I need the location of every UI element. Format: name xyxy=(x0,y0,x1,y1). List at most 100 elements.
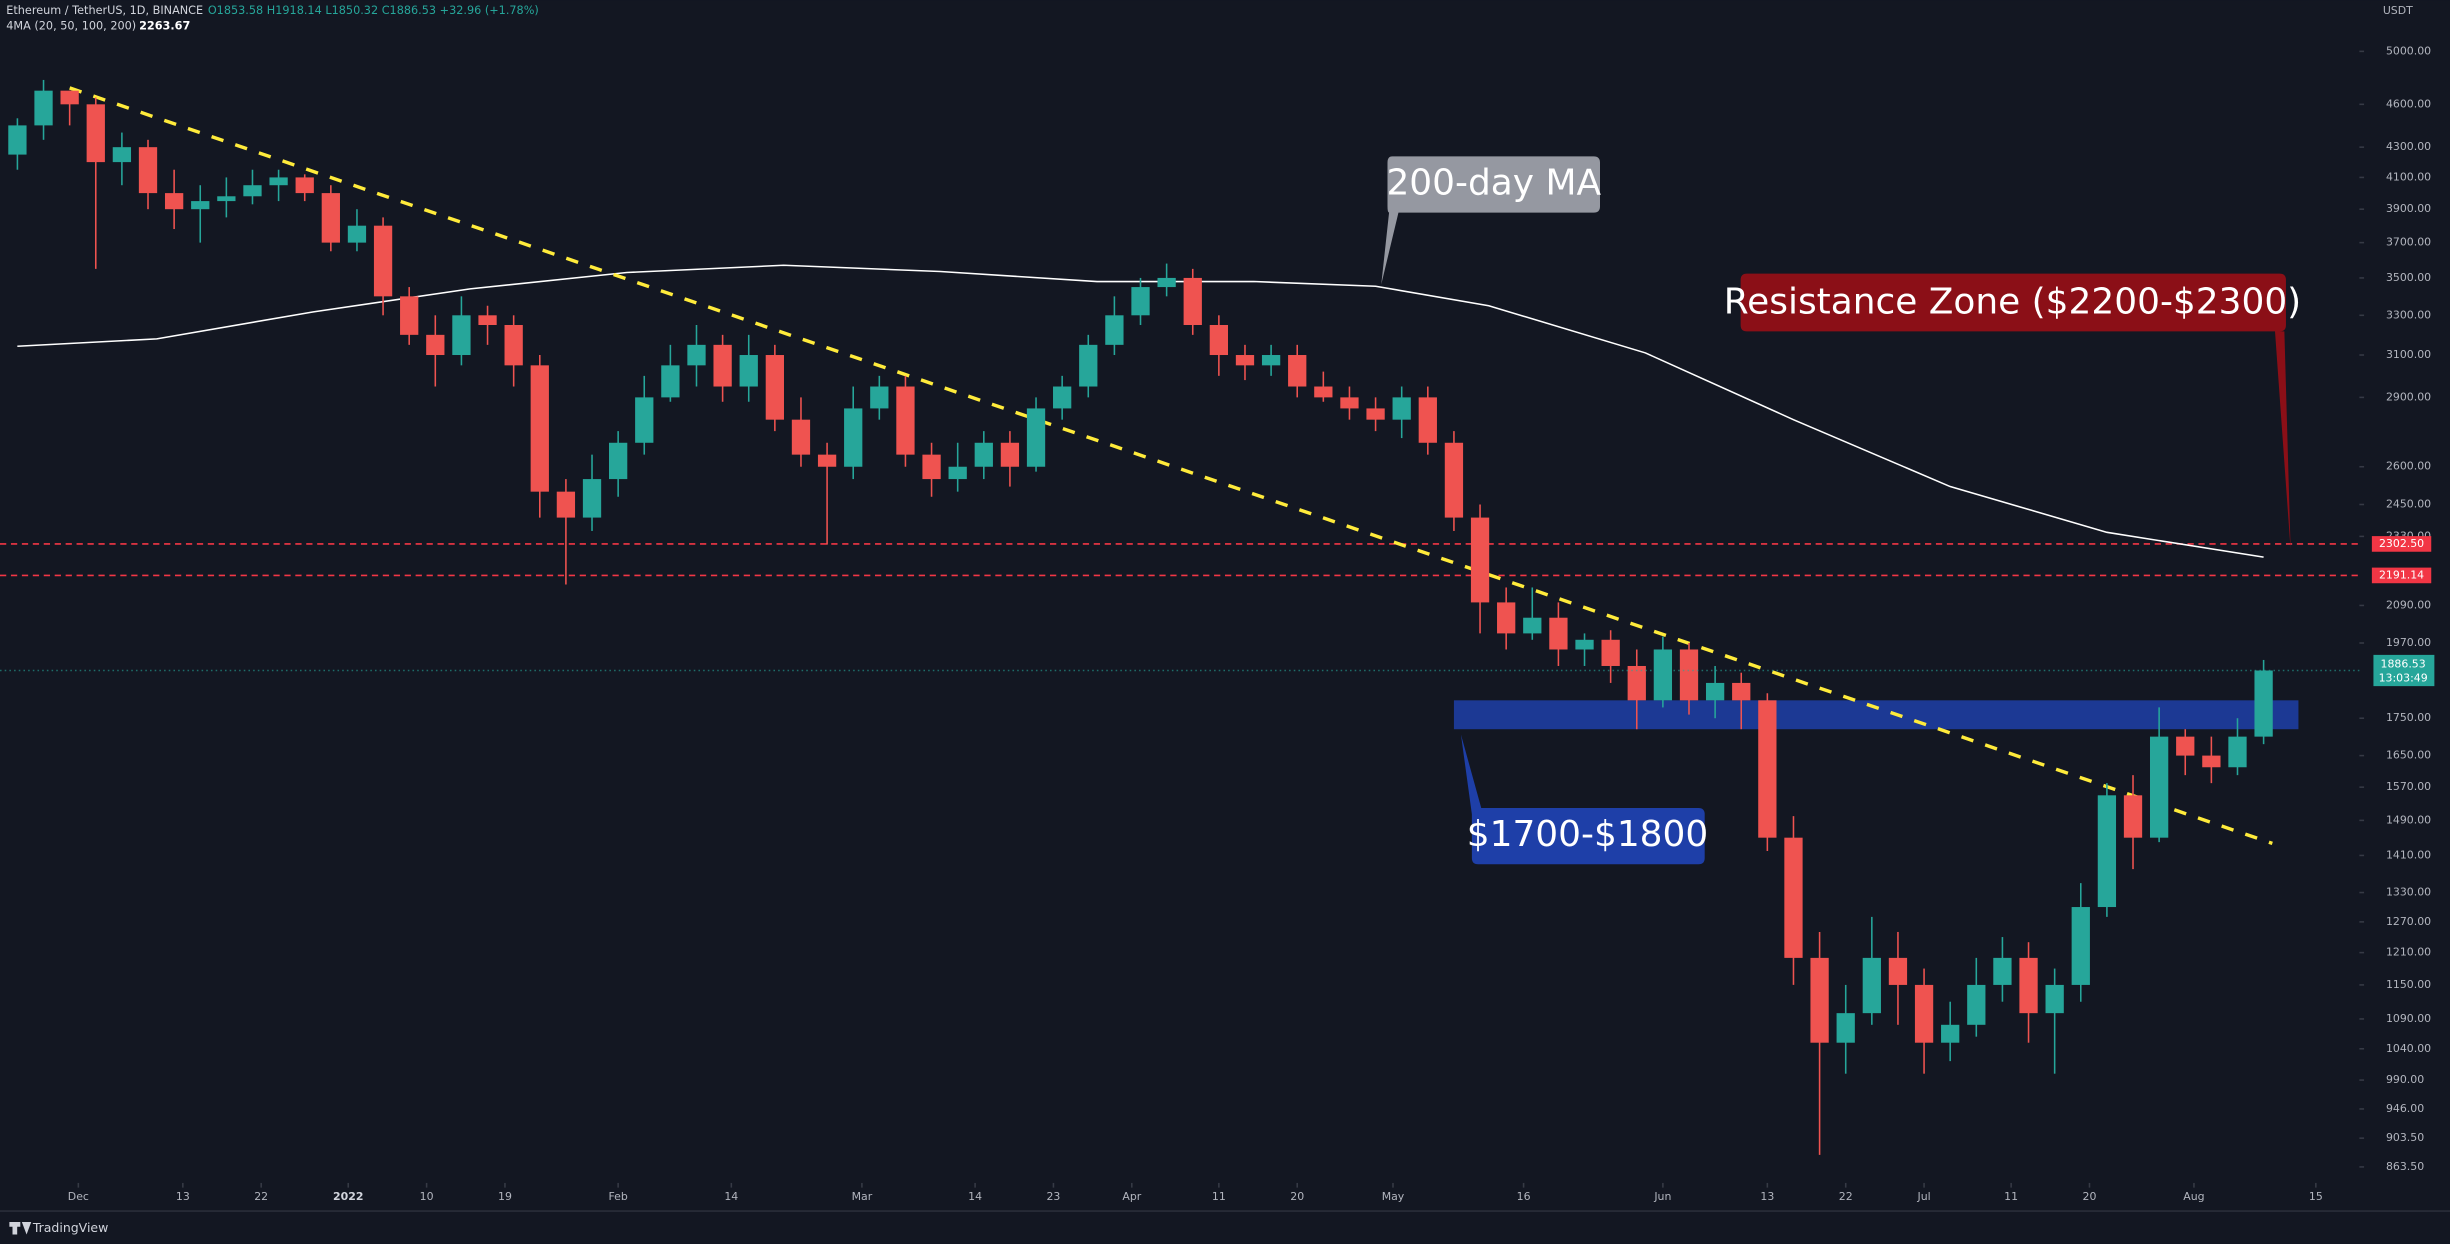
y-tick-label: 903.50 xyxy=(2386,1131,2424,1144)
indicator: 4MA (20, 50, 100, 200) xyxy=(6,20,136,33)
y-tick-label: 2600.00 xyxy=(2386,460,2431,473)
y-tick-label: 3700.00 xyxy=(2386,236,2431,249)
y-tick-label: 4300.00 xyxy=(2386,140,2431,153)
x-tick-label: 19 xyxy=(498,1190,512,1203)
candle-body xyxy=(34,90,53,126)
candle-body xyxy=(1888,957,1908,985)
y-tick-label: 946.00 xyxy=(2386,1102,2424,1115)
candle-body xyxy=(191,201,210,210)
x-tick-label: 20 xyxy=(2083,1190,2097,1203)
candle-body xyxy=(739,355,758,387)
y-tick-label: 863.50 xyxy=(2386,1160,2424,1173)
candle-body xyxy=(556,491,576,518)
brand: TradingView xyxy=(32,1220,109,1235)
candle-body xyxy=(8,125,27,155)
y-tick-label: 1040.00 xyxy=(2386,1042,2431,1055)
countdown: 13:03:49 xyxy=(2379,671,2428,684)
y-tick-label: 1150.00 xyxy=(2386,978,2431,991)
x-tick-label: 10 xyxy=(420,1190,434,1203)
candle-body xyxy=(1000,442,1020,467)
candle-body xyxy=(635,397,654,443)
level-tag-label: 2191.14 xyxy=(2379,568,2424,581)
y-tick-label: 3500.00 xyxy=(2386,271,2431,284)
candle-body xyxy=(1105,315,1124,345)
candle-body xyxy=(452,315,471,356)
x-tick-label: Apr xyxy=(1122,1190,1141,1203)
x-tick-label: 13 xyxy=(176,1190,190,1203)
y-tick-label: 3300.00 xyxy=(2386,308,2431,321)
candle-body xyxy=(347,225,367,243)
candle-body xyxy=(1209,324,1229,356)
y-tick-label: 990.00 xyxy=(2386,1073,2424,1086)
x-tick-label: Mar xyxy=(852,1190,873,1203)
candle-body xyxy=(2123,795,2143,838)
candle-body xyxy=(608,442,628,480)
x-tick-label: Jul xyxy=(1916,1190,1930,1203)
candle-body xyxy=(1314,386,1333,398)
candle-body xyxy=(426,334,445,356)
resistance-label: Resistance Zone ($2200-$2300) xyxy=(1724,281,2301,322)
ohlc-text: O1853.58 H1918.14 L1850.32 C1886.53 +32.… xyxy=(208,4,539,17)
candle-body xyxy=(1914,984,1934,1043)
candle-body xyxy=(2149,736,2169,838)
candle-body xyxy=(1418,397,1437,443)
candle-body xyxy=(1862,957,1881,1014)
candle-body xyxy=(1470,517,1490,603)
candle-body xyxy=(765,355,784,420)
candle-body xyxy=(164,193,184,210)
support-zone xyxy=(1453,700,2299,730)
x-tick-label: 11 xyxy=(1212,1190,1226,1203)
candle-body xyxy=(582,479,602,518)
support-callout xyxy=(1460,734,1705,865)
support-label: $1700-$1800 xyxy=(1467,814,1709,855)
candle-body xyxy=(321,193,340,243)
candle-body xyxy=(1679,649,1699,701)
x-tick-label: Jun xyxy=(1653,1190,1671,1203)
candle-body xyxy=(2097,795,2117,908)
y-tick-label: 3900.00 xyxy=(2386,202,2431,215)
candle-body xyxy=(1836,1013,1855,1043)
resistance-annotation: Resistance Zone ($2200-$2300) xyxy=(1724,273,2301,551)
candle-body xyxy=(1549,617,1568,650)
x-tick-label: 11 xyxy=(2004,1190,2018,1203)
candle-body xyxy=(2202,755,2221,768)
candle-body xyxy=(1131,287,1150,316)
candle-body xyxy=(1183,277,1202,325)
candle-body xyxy=(1026,408,1046,467)
x-tick-label: Feb xyxy=(608,1190,627,1203)
candle-body xyxy=(1941,1024,1960,1043)
x-tick-label: 13 xyxy=(1760,1190,1774,1203)
y-tick-label: 1410.00 xyxy=(2386,848,2431,861)
x-tick-label: 14 xyxy=(968,1190,982,1203)
candle-body xyxy=(60,90,79,105)
candle-body xyxy=(2071,907,2090,985)
candle-body xyxy=(1627,665,1646,701)
x-tick-label: 22 xyxy=(1839,1190,1853,1203)
candle-body xyxy=(817,454,837,467)
indicator-value: 2263.67 xyxy=(139,20,190,33)
candle-body xyxy=(1967,984,1986,1025)
candle-body xyxy=(1993,957,2012,985)
y-tick-label: 1210.00 xyxy=(2386,946,2431,959)
candle-body xyxy=(1784,837,1803,958)
x-tick-label: Dec xyxy=(68,1190,89,1203)
y-tick-label: 2090.00 xyxy=(2386,598,2431,611)
candle-body xyxy=(1601,639,1620,666)
y-tick-label: 1090.00 xyxy=(2386,1012,2431,1025)
candle-body xyxy=(530,365,549,492)
candle-body xyxy=(2176,736,2195,756)
candle-body xyxy=(1392,397,1411,420)
x-tick-label: 15 xyxy=(2309,1190,2323,1203)
y-tick-label: 1490.00 xyxy=(2386,813,2431,826)
level-tag xyxy=(2371,536,2432,552)
candle-body xyxy=(2019,957,2038,1014)
level-tag-label: 2302.50 xyxy=(2379,537,2424,550)
y-tick-label: 1330.00 xyxy=(2386,886,2431,899)
resistance-callout xyxy=(1740,273,2291,551)
x-tick-label: May xyxy=(1382,1190,1405,1203)
candle-body xyxy=(1366,408,1385,420)
candle-body xyxy=(2045,984,2064,1014)
candle-body xyxy=(269,177,288,186)
candle-body xyxy=(1653,649,1673,701)
